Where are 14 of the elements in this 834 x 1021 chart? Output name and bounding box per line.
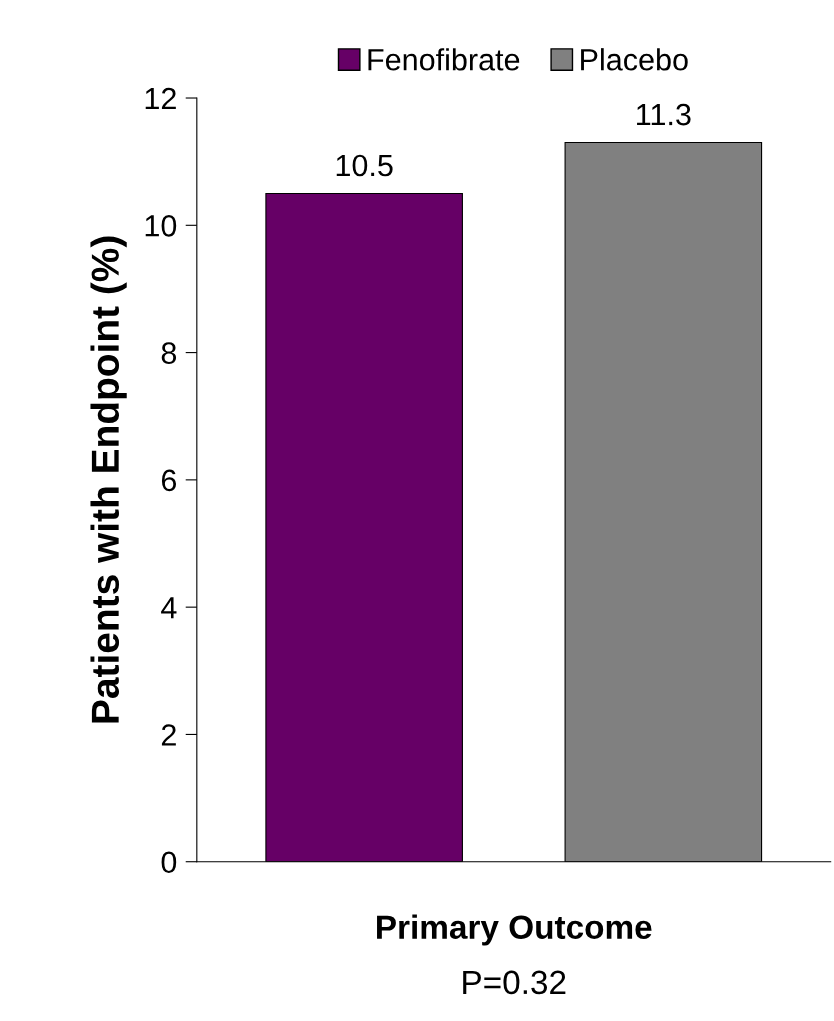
legend-label: Fenofibrate	[368, 48, 520, 71]
y-tick-label: 0	[161, 851, 177, 874]
y-axis-title: Patients with Endpoint (%)	[90, 236, 127, 723]
y-tick-label: 6	[161, 469, 177, 492]
y-tick-label: 12	[145, 87, 176, 110]
y-tick-label: 8	[161, 342, 177, 364]
y-tick-label: 10	[145, 215, 177, 237]
text: P=0.32	[463, 970, 566, 995]
data-label: 10.5	[336, 154, 393, 177]
y-tick-label: 2	[161, 724, 176, 746]
x-axis-title: Primary Outcome	[377, 914, 652, 946]
y-tick-label: 4	[161, 597, 177, 619]
legend-label: Placebo	[581, 48, 688, 71]
data-label: 11.3	[637, 103, 691, 126]
